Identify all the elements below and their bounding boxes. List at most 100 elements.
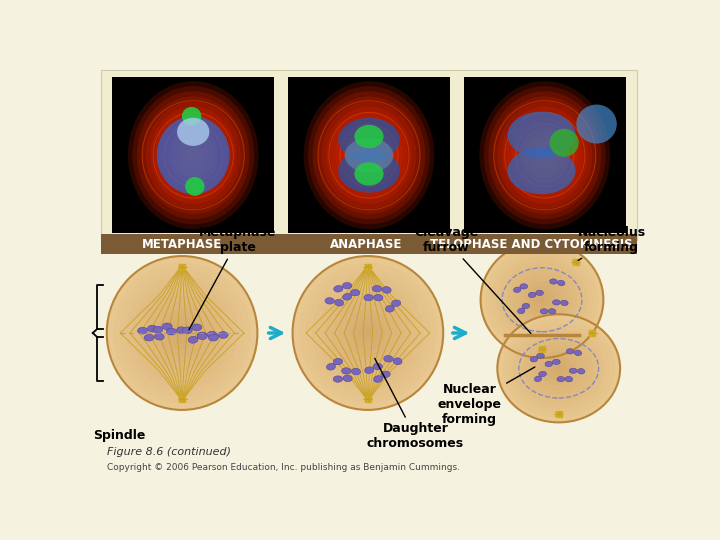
Ellipse shape bbox=[354, 125, 384, 148]
Text: Cleavage
furrow: Cleavage furrow bbox=[414, 226, 531, 333]
Ellipse shape bbox=[338, 302, 397, 363]
Ellipse shape bbox=[524, 132, 565, 178]
Ellipse shape bbox=[209, 334, 218, 341]
Ellipse shape bbox=[144, 334, 154, 341]
Ellipse shape bbox=[322, 102, 416, 209]
Text: ANAPHASE: ANAPHASE bbox=[330, 238, 402, 251]
Ellipse shape bbox=[312, 91, 426, 219]
Ellipse shape bbox=[520, 127, 570, 184]
Ellipse shape bbox=[358, 322, 378, 343]
Ellipse shape bbox=[343, 282, 352, 289]
Ellipse shape bbox=[353, 137, 385, 173]
Ellipse shape bbox=[351, 289, 360, 296]
Ellipse shape bbox=[145, 296, 218, 370]
Ellipse shape bbox=[141, 97, 245, 214]
Ellipse shape bbox=[113, 263, 251, 403]
Ellipse shape bbox=[335, 117, 403, 194]
Ellipse shape bbox=[536, 353, 544, 359]
Ellipse shape bbox=[498, 102, 592, 209]
Ellipse shape bbox=[182, 107, 202, 126]
Ellipse shape bbox=[503, 319, 615, 418]
Ellipse shape bbox=[137, 91, 250, 219]
Ellipse shape bbox=[575, 350, 582, 356]
FancyBboxPatch shape bbox=[101, 70, 637, 240]
Ellipse shape bbox=[341, 368, 351, 374]
Ellipse shape bbox=[516, 122, 574, 188]
Ellipse shape bbox=[502, 107, 588, 204]
Ellipse shape bbox=[567, 349, 574, 354]
Ellipse shape bbox=[132, 282, 231, 383]
Ellipse shape bbox=[530, 356, 538, 362]
Bar bbox=[96, 258, 642, 443]
Ellipse shape bbox=[372, 286, 382, 292]
Ellipse shape bbox=[326, 107, 412, 204]
Ellipse shape bbox=[513, 287, 521, 293]
Ellipse shape bbox=[384, 355, 393, 362]
Ellipse shape bbox=[577, 369, 585, 374]
Ellipse shape bbox=[545, 356, 572, 380]
Ellipse shape bbox=[524, 338, 593, 399]
Ellipse shape bbox=[491, 252, 593, 348]
Text: Nucleolus
forming: Nucleolus forming bbox=[577, 226, 646, 260]
Ellipse shape bbox=[176, 327, 186, 334]
Ellipse shape bbox=[374, 376, 382, 382]
Ellipse shape bbox=[539, 372, 546, 377]
Ellipse shape bbox=[188, 336, 198, 343]
Ellipse shape bbox=[507, 267, 577, 333]
Bar bbox=[288, 77, 450, 233]
Ellipse shape bbox=[508, 112, 575, 158]
Ellipse shape bbox=[340, 122, 398, 188]
Ellipse shape bbox=[393, 358, 402, 365]
Ellipse shape bbox=[164, 122, 222, 188]
Ellipse shape bbox=[552, 300, 560, 305]
Text: Spindle: Spindle bbox=[93, 429, 145, 442]
Ellipse shape bbox=[484, 86, 606, 224]
Ellipse shape bbox=[330, 112, 408, 199]
Ellipse shape bbox=[159, 309, 205, 357]
Ellipse shape bbox=[338, 118, 400, 161]
Ellipse shape bbox=[570, 368, 577, 374]
Ellipse shape bbox=[292, 256, 444, 410]
Ellipse shape bbox=[513, 272, 572, 328]
Ellipse shape bbox=[139, 289, 225, 377]
Ellipse shape bbox=[207, 331, 217, 338]
Ellipse shape bbox=[299, 263, 437, 403]
Ellipse shape bbox=[197, 332, 207, 339]
Ellipse shape bbox=[304, 81, 434, 230]
Ellipse shape bbox=[335, 299, 343, 306]
Ellipse shape bbox=[540, 352, 577, 385]
Ellipse shape bbox=[561, 300, 568, 306]
Bar bbox=[112, 77, 274, 233]
Ellipse shape bbox=[334, 286, 343, 292]
Ellipse shape bbox=[179, 329, 186, 337]
Ellipse shape bbox=[385, 306, 395, 312]
Ellipse shape bbox=[364, 294, 373, 301]
Ellipse shape bbox=[481, 241, 603, 358]
Ellipse shape bbox=[166, 316, 199, 350]
Ellipse shape bbox=[197, 333, 207, 340]
Ellipse shape bbox=[557, 376, 564, 382]
Bar bbox=[464, 77, 626, 233]
Ellipse shape bbox=[529, 342, 588, 394]
Ellipse shape bbox=[497, 256, 588, 343]
Ellipse shape bbox=[540, 309, 548, 314]
Ellipse shape bbox=[534, 292, 550, 308]
Ellipse shape bbox=[159, 117, 227, 194]
Ellipse shape bbox=[538, 147, 552, 163]
Ellipse shape bbox=[576, 105, 617, 144]
Text: Figure 8.6 (continued): Figure 8.6 (continued) bbox=[107, 447, 230, 456]
Bar bbox=[101, 234, 636, 254]
Ellipse shape bbox=[502, 261, 582, 338]
Ellipse shape bbox=[374, 294, 383, 301]
Ellipse shape bbox=[177, 137, 209, 173]
Ellipse shape bbox=[138, 327, 148, 334]
Text: TELOPHASE AND CYTOKINESIS: TELOPHASE AND CYTOKINESIS bbox=[430, 238, 632, 251]
Ellipse shape bbox=[157, 116, 230, 194]
Ellipse shape bbox=[536, 290, 544, 295]
Ellipse shape bbox=[312, 276, 423, 390]
Ellipse shape bbox=[166, 328, 176, 335]
Text: METAPHASE: METAPHASE bbox=[142, 238, 222, 251]
Ellipse shape bbox=[534, 376, 541, 382]
Ellipse shape bbox=[351, 368, 361, 375]
Ellipse shape bbox=[373, 363, 382, 370]
